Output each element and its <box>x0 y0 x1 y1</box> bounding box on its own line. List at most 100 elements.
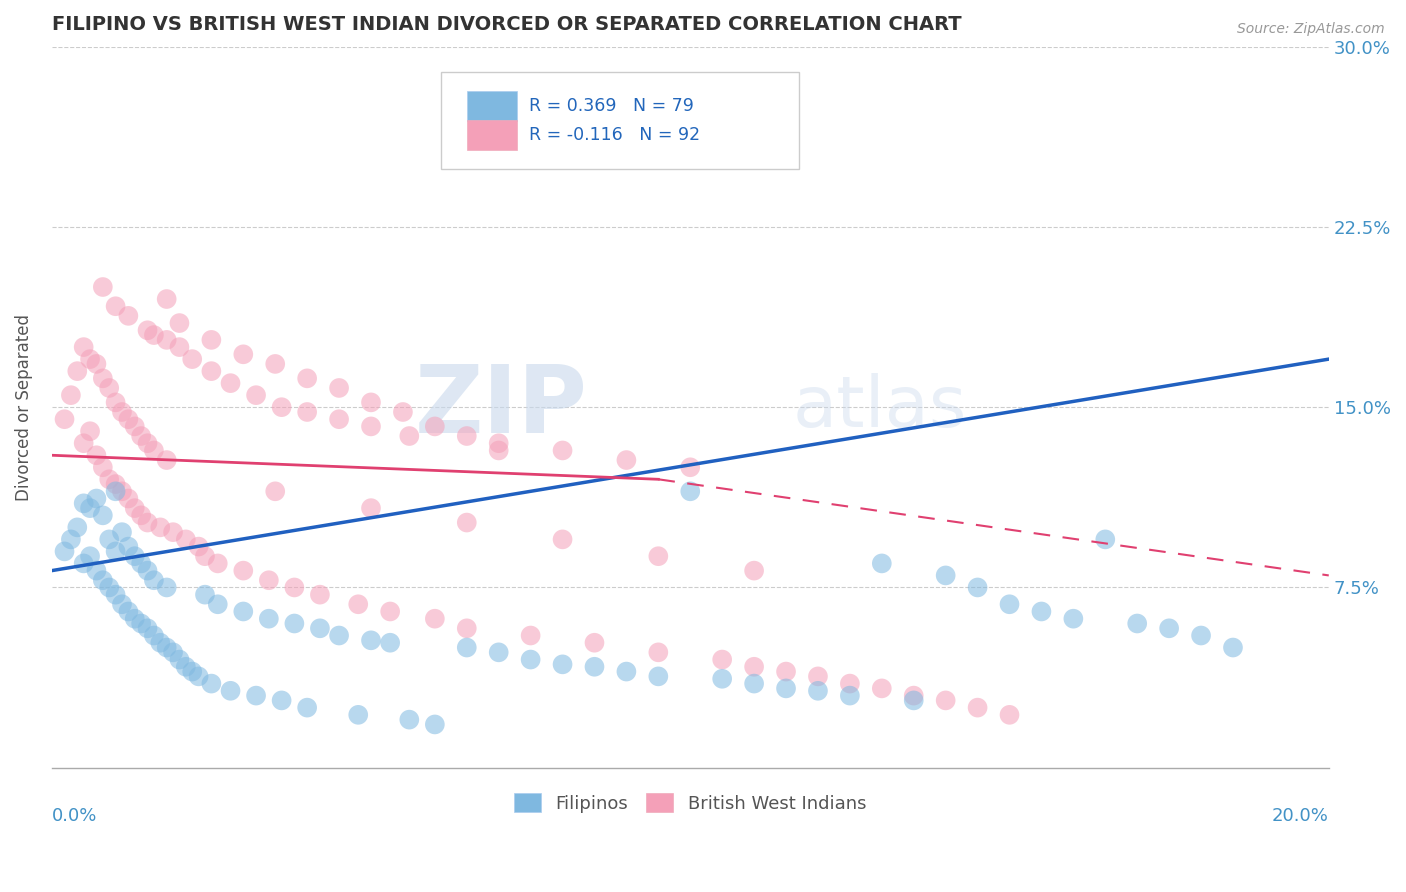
Point <box>91 573 114 587</box>
Point <box>200 676 222 690</box>
Point <box>207 597 229 611</box>
Point <box>283 581 305 595</box>
Point <box>711 652 734 666</box>
Point <box>79 549 101 564</box>
Point <box>79 501 101 516</box>
Point <box>162 645 184 659</box>
Point <box>742 564 765 578</box>
Point <box>360 501 382 516</box>
Point <box>309 588 332 602</box>
Point <box>200 333 222 347</box>
Point <box>129 616 152 631</box>
Point <box>104 395 127 409</box>
Point <box>1031 605 1053 619</box>
Point <box>270 400 292 414</box>
Point <box>360 395 382 409</box>
Point <box>870 681 893 696</box>
Point <box>79 424 101 438</box>
Legend: Filipinos, British West Indians: Filipinos, British West Indians <box>506 786 873 820</box>
Point <box>66 520 89 534</box>
Point <box>1222 640 1244 655</box>
Point <box>295 700 318 714</box>
Point <box>136 436 159 450</box>
Text: ZIP: ZIP <box>415 361 588 453</box>
Point <box>398 713 420 727</box>
Point <box>456 621 478 635</box>
Point <box>966 581 988 595</box>
Point <box>169 340 191 354</box>
Point <box>328 381 350 395</box>
Text: R = 0.369   N = 79: R = 0.369 N = 79 <box>529 97 695 115</box>
Point <box>807 669 830 683</box>
Point <box>775 665 797 679</box>
Point <box>142 443 165 458</box>
Point <box>86 448 108 462</box>
Point <box>616 453 638 467</box>
Point <box>194 588 217 602</box>
Point <box>488 443 510 458</box>
Point <box>124 501 146 516</box>
Point <box>111 525 134 540</box>
Point <box>124 549 146 564</box>
Point <box>488 645 510 659</box>
Point <box>91 371 114 385</box>
Point <box>91 508 114 523</box>
Point <box>136 564 159 578</box>
Point <box>519 628 541 642</box>
Point <box>935 693 957 707</box>
Point <box>91 280 114 294</box>
Point <box>679 484 702 499</box>
Text: atlas: atlas <box>793 373 967 442</box>
Point <box>583 659 606 673</box>
Point <box>124 612 146 626</box>
Point <box>392 405 415 419</box>
Point <box>136 516 159 530</box>
Point <box>838 689 860 703</box>
Point <box>181 352 204 367</box>
Point <box>679 460 702 475</box>
Point <box>129 557 152 571</box>
Point <box>136 621 159 635</box>
Point <box>295 405 318 419</box>
Point <box>519 652 541 666</box>
Point <box>73 340 96 354</box>
Point <box>117 605 139 619</box>
Point <box>488 436 510 450</box>
Point <box>270 693 292 707</box>
Point <box>742 676 765 690</box>
Point <box>903 693 925 707</box>
Point <box>129 508 152 523</box>
Point <box>347 707 370 722</box>
Point <box>551 443 574 458</box>
Point <box>59 388 82 402</box>
Point <box>647 645 669 659</box>
Point <box>73 436 96 450</box>
Point <box>86 564 108 578</box>
Point <box>328 412 350 426</box>
Point <box>104 477 127 491</box>
FancyBboxPatch shape <box>441 72 799 169</box>
Point <box>117 309 139 323</box>
FancyBboxPatch shape <box>467 91 516 121</box>
Point <box>378 605 401 619</box>
Point <box>378 636 401 650</box>
Point <box>181 665 204 679</box>
Point <box>111 405 134 419</box>
Point <box>423 612 446 626</box>
Point <box>91 460 114 475</box>
Point <box>111 484 134 499</box>
Text: R = -0.116   N = 92: R = -0.116 N = 92 <box>529 127 700 145</box>
Point <box>998 707 1021 722</box>
Point <box>59 533 82 547</box>
Point <box>98 581 121 595</box>
Point <box>328 628 350 642</box>
Point <box>264 484 287 499</box>
Point <box>360 633 382 648</box>
Point <box>66 364 89 378</box>
Point <box>711 672 734 686</box>
Point <box>647 669 669 683</box>
Point <box>456 516 478 530</box>
Point <box>200 364 222 378</box>
Point <box>156 333 179 347</box>
Point <box>207 557 229 571</box>
